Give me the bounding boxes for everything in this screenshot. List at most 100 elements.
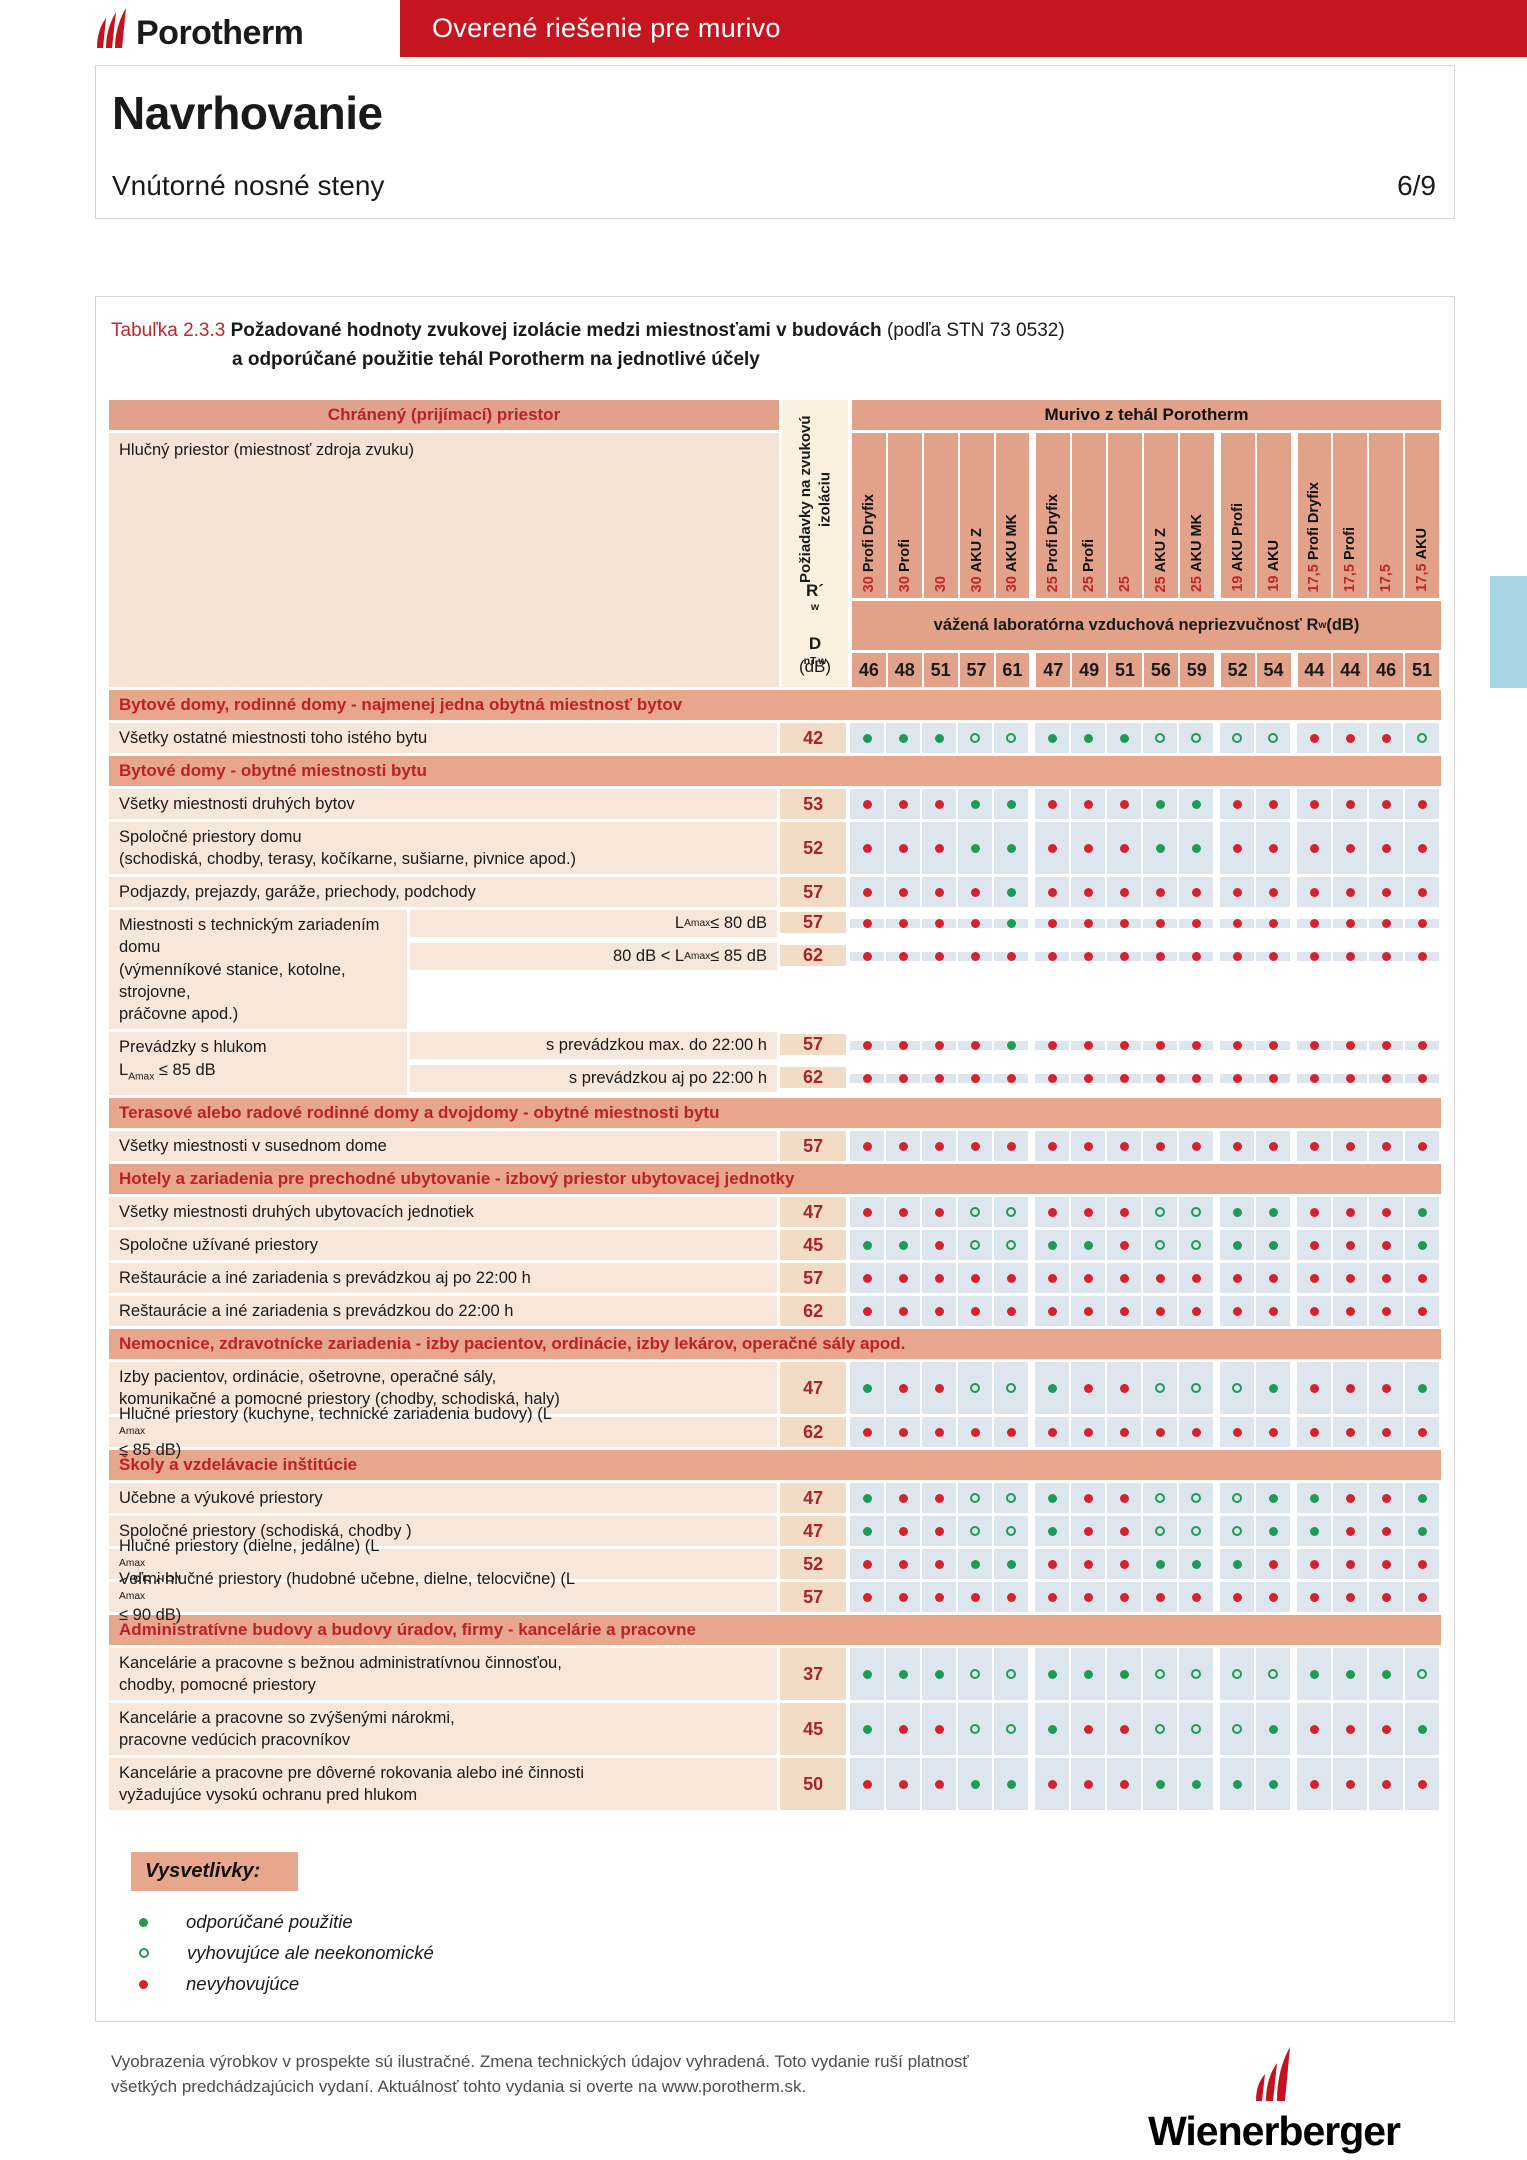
unsuitable-dot	[970, 1427, 980, 1437]
unsuitable-dot	[1047, 1273, 1057, 1283]
usage-cell	[922, 877, 956, 907]
unsuitable-dot	[1083, 887, 1093, 897]
usage-cell	[1035, 1549, 1069, 1580]
unsuitable-dot	[934, 1306, 944, 1316]
unsuitable-dot	[898, 1724, 908, 1734]
dot-row	[850, 919, 1441, 928]
unsuitable-dot	[1119, 1141, 1129, 1151]
usage-cell	[1035, 1758, 1069, 1811]
usage-cell	[1071, 1703, 1105, 1756]
suitable-uneconomical-dot	[1191, 1493, 1201, 1504]
table-number: Tabuľka 2.3.3	[111, 320, 226, 341]
usage-cell	[1405, 1230, 1439, 1261]
usage-cell	[1297, 1041, 1331, 1051]
unsuitable-dot	[1155, 919, 1165, 928]
usage-cell	[1297, 1074, 1331, 1084]
table-title-bold: Požadované hodnoty zvukovej izolácie med…	[230, 320, 882, 341]
usage-cell	[1405, 1483, 1439, 1514]
recommended-dot	[862, 733, 872, 743]
usage-cell	[1071, 1230, 1105, 1261]
required-value: 62	[780, 1417, 846, 1448]
usage-cell	[1143, 1296, 1177, 1327]
unsuitable-dot	[1345, 1427, 1355, 1437]
usage-cell	[994, 1296, 1028, 1327]
row-label: Kancelárie a pracovne so zvýšenými nárok…	[109, 1703, 778, 1756]
lab-rw-value: 51	[1405, 653, 1439, 687]
unsuitable-dot	[934, 799, 944, 809]
recommended-dot	[1119, 1669, 1129, 1679]
suitable-uneconomical-dot	[1155, 1383, 1165, 1394]
unsuitable-dot	[1119, 1427, 1129, 1437]
lab-rw-value: 46	[852, 653, 886, 687]
usage-cell	[1220, 1549, 1254, 1580]
unsuitable-dot	[1232, 1306, 1242, 1316]
usage-cell	[1256, 1296, 1290, 1327]
usage-cell	[1143, 1131, 1177, 1162]
usage-cell	[886, 1197, 920, 1228]
usage-cell	[850, 1362, 884, 1415]
unsuitable-dot	[934, 1559, 944, 1569]
unsuitable-dot	[1191, 1592, 1201, 1602]
required-value: 50	[780, 1758, 846, 1811]
usage-cell	[1035, 789, 1069, 819]
suitable-uneconomical-dot	[1232, 1526, 1242, 1537]
usage-cell	[1369, 723, 1403, 753]
lab-rw-value: 61	[995, 653, 1030, 687]
usage-cell	[1369, 1041, 1403, 1051]
usage-cell	[1071, 1483, 1105, 1514]
unsuitable-dot	[1381, 1779, 1391, 1789]
usage-cell	[1333, 1263, 1367, 1294]
usage-cell	[1256, 789, 1290, 819]
usage-cell	[1333, 1074, 1367, 1084]
row-label: Reštaurácie a iné zariadenia s prevádzko…	[109, 1263, 778, 1294]
recommended-dot	[1047, 1669, 1057, 1679]
protected-space-header: Chránený (prijímací) priestor	[109, 400, 779, 430]
usage-cell	[922, 723, 956, 753]
brick-column-header: 19 AKU	[1256, 433, 1291, 598]
unsuitable-dot	[1083, 1273, 1093, 1283]
table-row: Spoločne užívané priestory 45	[109, 1230, 1441, 1261]
brick-column-header: 30 AKU MK	[995, 433, 1030, 598]
recommended-dot	[1006, 887, 1016, 897]
usage-cell	[1256, 1703, 1290, 1756]
usage-cell	[1071, 822, 1105, 874]
table-row: Kancelárie a pracovne pre dôverné rokova…	[109, 1758, 1441, 1811]
suitable-uneconomical-dot	[1155, 1240, 1165, 1251]
recommended-dot	[1268, 1779, 1278, 1789]
unsuitable-dot	[1119, 843, 1129, 853]
usage-cell	[886, 1362, 920, 1415]
recommended-dot	[1268, 1526, 1278, 1536]
unsuitable-dot	[1155, 952, 1165, 961]
brick-column-header: 30 Profi	[887, 433, 922, 598]
unsuitable-dot	[1309, 1724, 1319, 1734]
unsuitable-dot	[1417, 919, 1427, 928]
usage-cell	[1179, 789, 1213, 819]
unsuitable-dot	[862, 1041, 872, 1051]
unsuitable-dot	[898, 887, 908, 897]
usage-cell	[1256, 952, 1290, 961]
usage-cell	[922, 1041, 956, 1051]
usage-cell	[1107, 1703, 1141, 1756]
usage-cell	[994, 1362, 1028, 1415]
usage-cell	[994, 1263, 1028, 1294]
top-bar: Overené riešenie pre murivo Porotherm	[0, 0, 1527, 57]
usage-cell	[1107, 1230, 1141, 1261]
usage-cell	[886, 919, 920, 928]
usage-cell	[994, 1417, 1028, 1448]
required-value: 47	[780, 1516, 846, 1547]
usage-cell	[1179, 1041, 1213, 1051]
usage-cell	[886, 1296, 920, 1327]
unsuitable-dot	[1381, 1383, 1391, 1393]
usage-cell	[1035, 1362, 1069, 1415]
usage-cell	[1143, 1648, 1177, 1701]
usage-cell	[1179, 1230, 1213, 1261]
recommended-dot	[1309, 1526, 1319, 1536]
header-left: Chránený (prijímací) priestor Hlučný pri…	[109, 400, 779, 687]
unsuitable-dot	[1381, 1074, 1391, 1084]
unsuitable-dot	[1345, 1526, 1355, 1536]
lab-rw-value: 47	[1036, 653, 1071, 687]
usage-cell	[958, 1197, 992, 1228]
usage-cell	[958, 1758, 992, 1811]
unsuitable-dot	[1047, 1207, 1057, 1217]
unsuitable-dot	[1345, 799, 1355, 809]
